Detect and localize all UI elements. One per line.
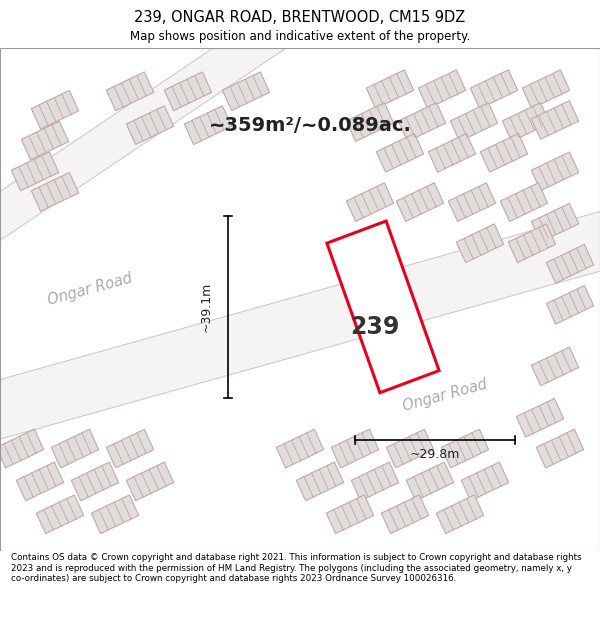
Polygon shape: [91, 495, 139, 534]
Polygon shape: [367, 70, 413, 109]
Polygon shape: [106, 72, 154, 111]
Polygon shape: [532, 203, 578, 242]
Polygon shape: [461, 462, 509, 501]
Polygon shape: [428, 134, 476, 172]
Polygon shape: [352, 462, 398, 501]
Polygon shape: [532, 152, 578, 191]
Polygon shape: [331, 429, 379, 468]
Polygon shape: [418, 70, 466, 109]
Text: Map shows position and indicative extent of the property.: Map shows position and indicative extent…: [130, 30, 470, 43]
Polygon shape: [184, 106, 232, 144]
Polygon shape: [22, 121, 68, 160]
Polygon shape: [346, 102, 394, 141]
Polygon shape: [500, 182, 548, 221]
Polygon shape: [277, 429, 323, 468]
Polygon shape: [16, 462, 64, 501]
Polygon shape: [436, 495, 484, 534]
Polygon shape: [532, 101, 578, 139]
Text: ~29.8m: ~29.8m: [410, 448, 460, 461]
Polygon shape: [532, 347, 578, 386]
Polygon shape: [547, 286, 593, 324]
Polygon shape: [457, 224, 503, 262]
Polygon shape: [106, 429, 154, 468]
Polygon shape: [37, 495, 83, 534]
Polygon shape: [376, 134, 424, 172]
Polygon shape: [0, 11, 291, 240]
Bar: [0, 48, 600, 551]
Polygon shape: [164, 72, 212, 111]
Polygon shape: [127, 462, 173, 501]
Polygon shape: [547, 244, 593, 283]
Polygon shape: [296, 462, 344, 501]
Polygon shape: [406, 462, 454, 501]
Text: 239, ONGAR ROAD, BRENTWOOD, CM15 9DZ: 239, ONGAR ROAD, BRENTWOOD, CM15 9DZ: [134, 9, 466, 24]
Polygon shape: [508, 224, 556, 262]
Text: Ongar Road: Ongar Road: [401, 376, 489, 414]
Polygon shape: [502, 102, 550, 141]
Polygon shape: [0, 205, 600, 446]
Polygon shape: [448, 182, 496, 221]
Polygon shape: [470, 70, 518, 109]
Polygon shape: [223, 72, 269, 111]
Polygon shape: [536, 429, 584, 468]
Polygon shape: [31, 173, 79, 211]
Polygon shape: [397, 182, 443, 221]
Polygon shape: [386, 429, 434, 468]
Polygon shape: [71, 462, 119, 501]
Text: 239: 239: [350, 316, 400, 339]
Polygon shape: [0, 429, 44, 468]
Text: Contains OS data © Crown copyright and database right 2021. This information is : Contains OS data © Crown copyright and d…: [11, 554, 581, 583]
Polygon shape: [346, 182, 394, 221]
Polygon shape: [517, 398, 563, 437]
Polygon shape: [127, 106, 173, 144]
Polygon shape: [326, 495, 374, 534]
Polygon shape: [442, 429, 488, 468]
Polygon shape: [523, 70, 569, 109]
Polygon shape: [451, 102, 497, 141]
Polygon shape: [398, 102, 446, 141]
Polygon shape: [31, 91, 79, 129]
Polygon shape: [52, 429, 98, 468]
Polygon shape: [11, 152, 59, 191]
Polygon shape: [481, 134, 527, 172]
Text: ~39.1m: ~39.1m: [199, 282, 212, 332]
Text: ~359m²/~0.089ac.: ~359m²/~0.089ac.: [209, 116, 412, 134]
Text: Ongar Road: Ongar Road: [46, 271, 134, 308]
Polygon shape: [327, 221, 439, 392]
Polygon shape: [382, 495, 428, 534]
